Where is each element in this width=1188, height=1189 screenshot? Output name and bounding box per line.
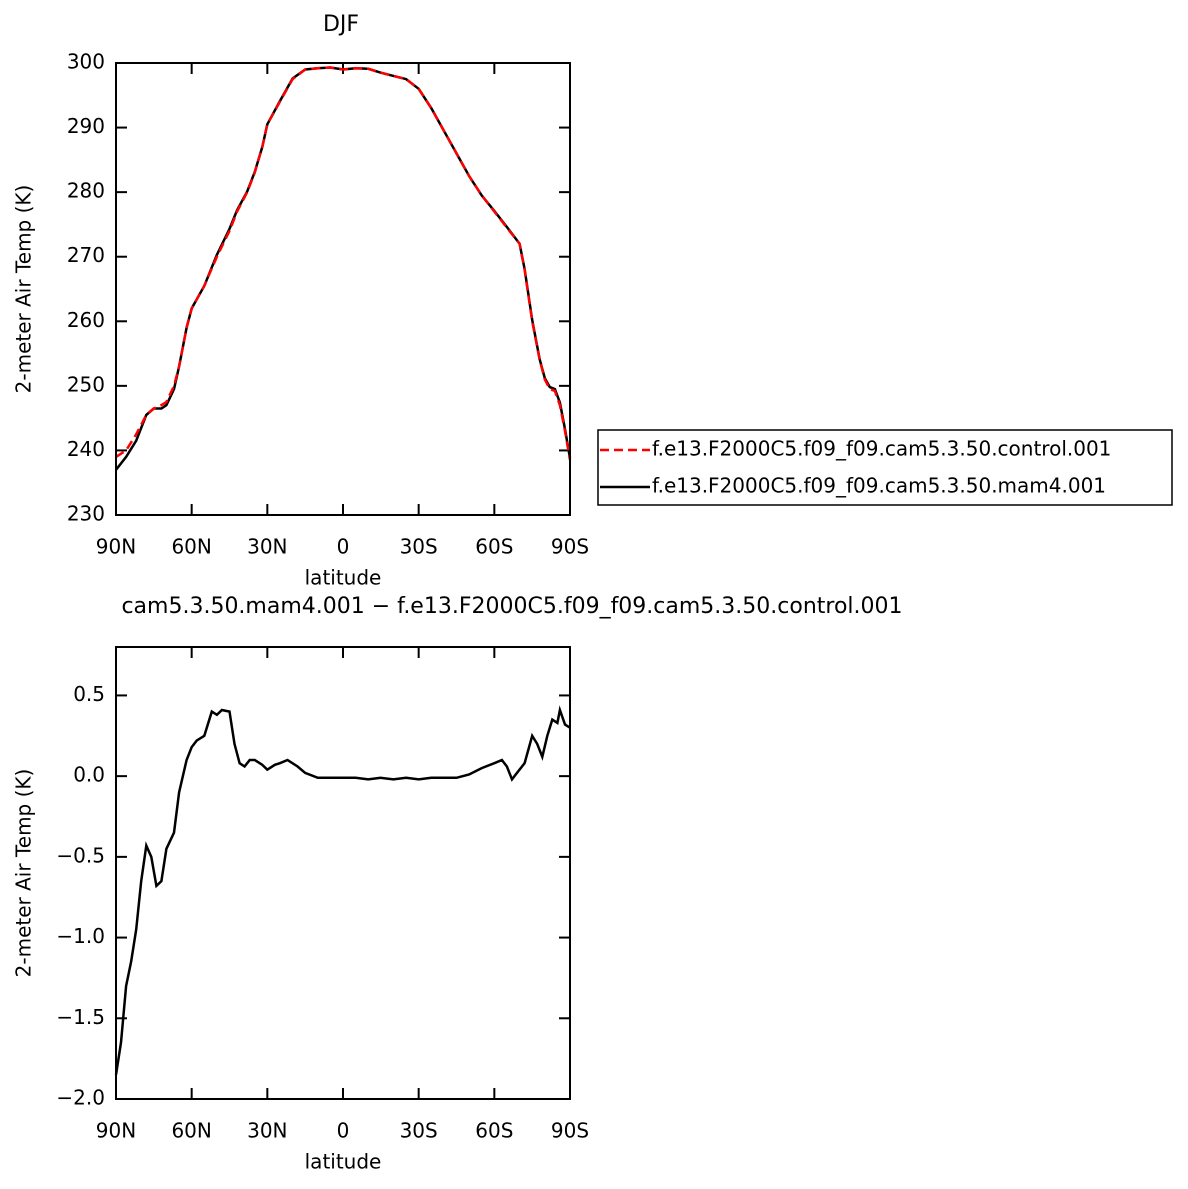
x-tick-label: 30S [400, 535, 438, 559]
x-tick-label: 90S [551, 535, 589, 559]
y-tick-label: 230 [67, 502, 105, 526]
data-line [115, 66, 572, 471]
x-axis-label: latitude [305, 566, 382, 590]
y-tick-label: −2.0 [56, 1086, 105, 1110]
y-axis-label: 2-meter Air Temp (K) [12, 185, 36, 394]
panel-title: DJF [323, 12, 359, 37]
panel-title: cam5.3.50.mam4.001 − f.e13.F2000C5.f09_f… [121, 594, 902, 619]
x-tick-label: 90N [96, 1119, 136, 1143]
y-tick-label: 0.5 [73, 682, 105, 706]
x-tick-label: 60N [171, 535, 211, 559]
y-tick-label: 260 [67, 308, 105, 332]
y-tick-label: 300 [67, 50, 105, 74]
data-line [115, 66, 572, 461]
x-tick-label: 0 [337, 1119, 350, 1143]
y-tick-label: 290 [67, 114, 105, 138]
y-tick-label: 240 [67, 437, 105, 461]
x-axis-label: latitude [305, 1150, 382, 1174]
plot-frame [115, 646, 571, 1100]
y-tick-label: 0.0 [73, 763, 105, 787]
legend-box [597, 429, 1173, 506]
legend-label: f.e13.F2000C5.f09_f09.cam5.3.50.mam4.001 [652, 474, 1106, 498]
x-tick-label: 90N [96, 535, 136, 559]
x-tick-label: 30N [247, 1119, 287, 1143]
x-tick-label: 90S [551, 1119, 589, 1143]
y-tick-label: 250 [67, 372, 105, 396]
x-tick-label: 60S [475, 535, 513, 559]
plot-frame [115, 62, 571, 516]
x-tick-label: 60S [475, 1119, 513, 1143]
legend-label: f.e13.F2000C5.f09_f09.cam5.3.50.control.… [652, 437, 1111, 461]
x-tick-label: 30N [247, 535, 287, 559]
y-tick-label: −1.0 [56, 924, 105, 948]
x-tick-label: 0 [337, 535, 350, 559]
y-tick-label: −1.5 [56, 1005, 105, 1029]
y-tick-label: −0.5 [56, 843, 105, 867]
y-tick-label: 270 [67, 243, 105, 267]
x-tick-label: 30S [400, 1119, 438, 1143]
y-axis-label: 2-meter Air Temp (K) [12, 769, 36, 978]
x-tick-label: 60N [171, 1119, 211, 1143]
y-tick-label: 280 [67, 179, 105, 203]
data-line [114, 705, 571, 1075]
